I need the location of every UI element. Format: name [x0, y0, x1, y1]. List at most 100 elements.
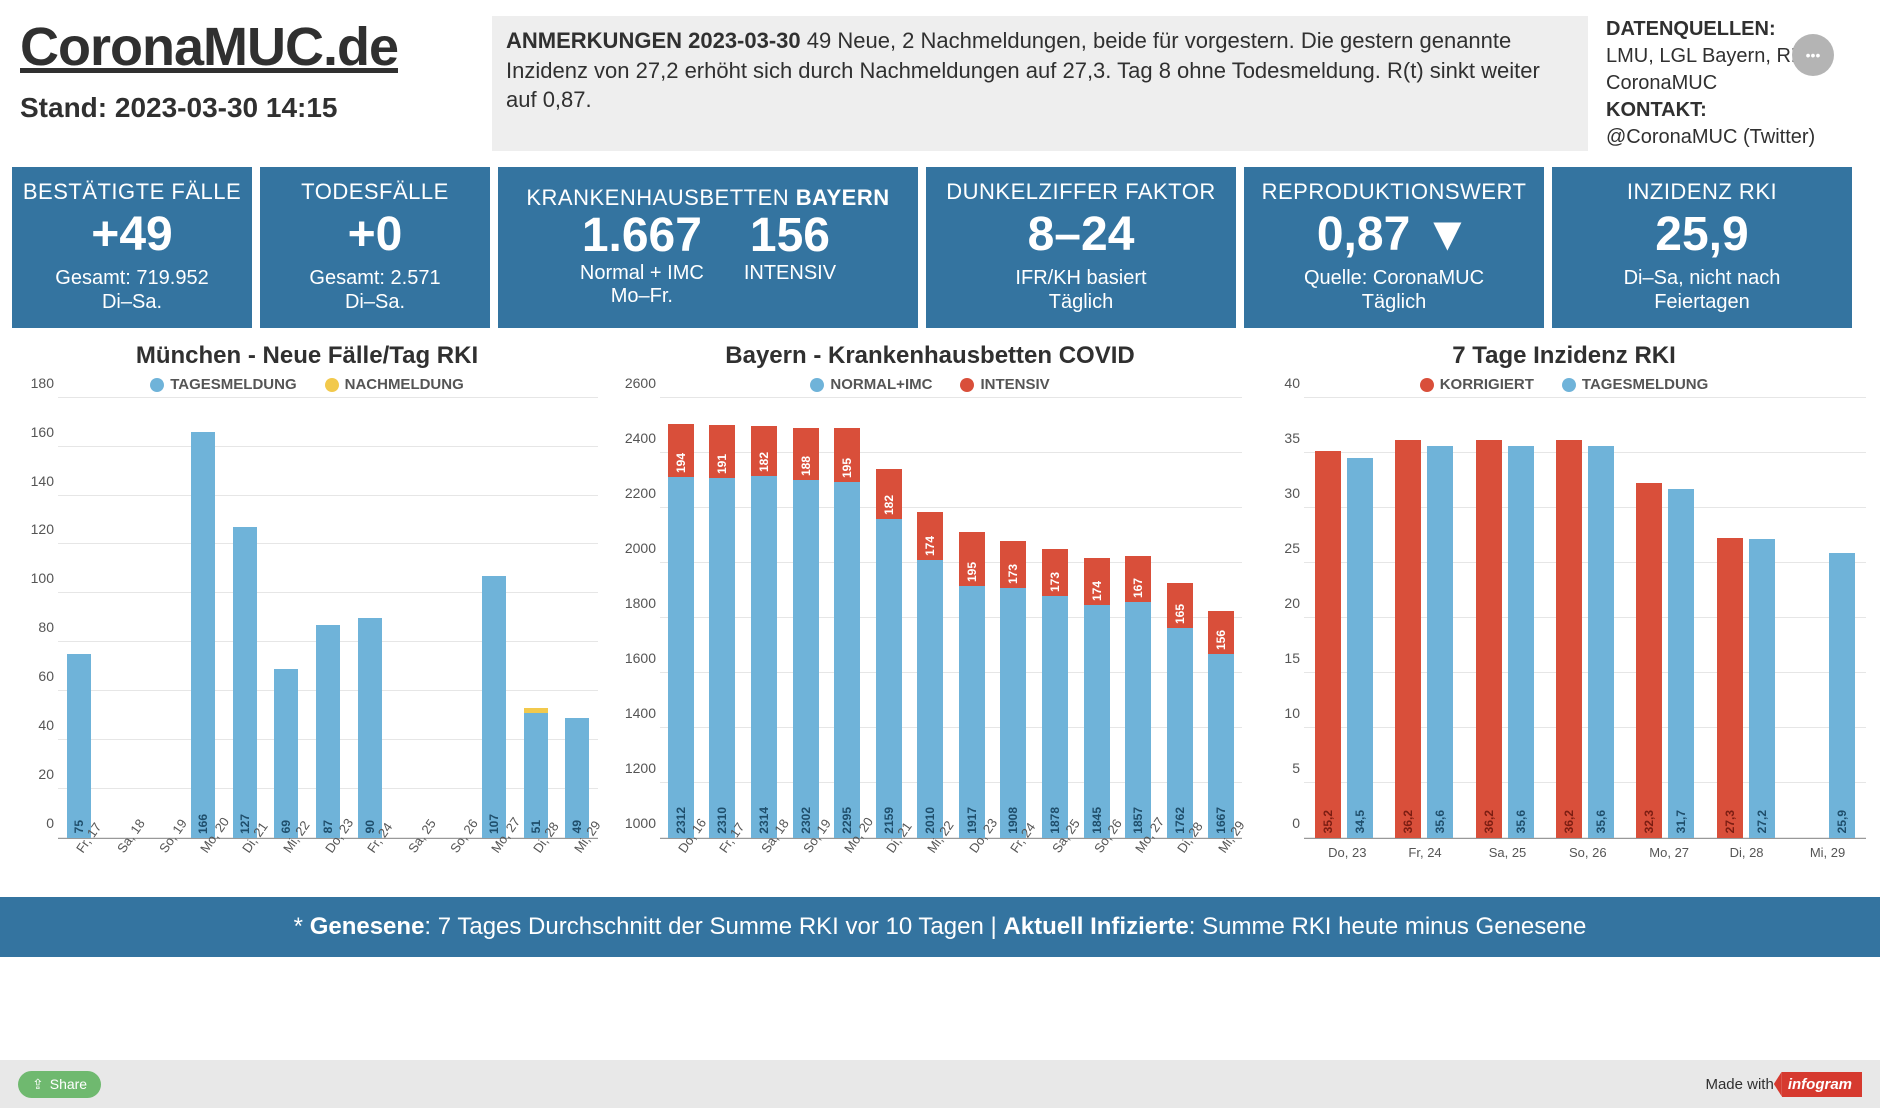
tile-sub: Gesamt: 719.952 [20, 266, 244, 290]
bar-value: 165 [1173, 604, 1187, 624]
y-tick: 120 [31, 521, 54, 537]
tile-value: 0,87 ▼ [1252, 209, 1536, 262]
tile-label: REPRODUKTIONSWERT [1252, 179, 1536, 205]
bar-value: 195 [965, 562, 979, 582]
share-icon: ⇪ [32, 1076, 44, 1093]
bar-value: 36,2 [1401, 810, 1415, 833]
beds-normal-col: 1.667 Normal + IMC Mo–Fr. [580, 211, 704, 307]
plot: 35,234,536,235,636,235,636,235,632,331,7… [1304, 399, 1866, 839]
chart-legend: NORMAL+IMC INTENSIV [614, 376, 1246, 393]
title-block: CoronaMUC.de Stand: 2023-03-30 14:15 [20, 16, 480, 151]
bar-value: 35,6 [1594, 810, 1608, 833]
made-with-label: Made with [1705, 1076, 1773, 1093]
site-title[interactable]: CoronaMUC.de [20, 16, 480, 78]
charts-row: München - Neue Fälle/Tag RKI TAGESMELDUN… [0, 328, 1880, 867]
y-tick: 100 [31, 570, 54, 586]
chart-legend: KORRIGIERT TAGESMELDUNG [1258, 376, 1870, 393]
legend-item: KORRIGIERT [1420, 376, 1534, 393]
options-icon[interactable]: ••• [1792, 34, 1834, 76]
tile-dark: DUNKELZIFFER FAKTOR 8–24 IFR/KH basiert … [926, 167, 1236, 328]
legend-dot-icon [150, 378, 164, 392]
made-with[interactable]: Made with infogram [1705, 1072, 1862, 1097]
y-tick: 10 [1284, 705, 1300, 721]
x-label: Mi, 29 [1810, 845, 1845, 871]
chart-legend: TAGESMELDUNG NACHMELDUNG [12, 376, 602, 393]
tile-value: 156 [750, 211, 830, 261]
x-label: Mo, 27 [1649, 845, 1689, 871]
bar-value: 27,2 [1755, 810, 1769, 833]
chart-area: 1000120014001600180020002200240026002312… [614, 399, 1246, 867]
legend-label: INTENSIV [980, 376, 1049, 393]
tile-confirmed: BESTÄTIGTE FÄLLE +49 Gesamt: 719.952 Di–… [12, 167, 252, 328]
bar-value: 173 [1048, 572, 1062, 592]
chart-incidence: 7 Tage Inzidenz RKI KORRIGIERT TAGESMELDU… [1258, 342, 1870, 867]
y-tick: 30 [1284, 485, 1300, 501]
tile-beds: KRANKENHAUSBETTEN BAYERN 1.667 Normal + … [498, 167, 918, 328]
tile-sub: Täglich [934, 290, 1228, 314]
legend-dot-icon [960, 378, 974, 392]
bar-value: 173 [1006, 564, 1020, 584]
header: CoronaMUC.de Stand: 2023-03-30 14:15 ANM… [0, 0, 1880, 159]
tile-label: INZIDENZ RKI [1560, 179, 1844, 205]
legend-item: TAGESMELDUNG [150, 376, 296, 393]
legend-item: NORMAL+IMC [810, 376, 932, 393]
legend-item: NACHMELDUNG [325, 376, 464, 393]
y-tick: 2200 [625, 485, 656, 501]
bar-value: 188 [799, 456, 813, 476]
bar-value: 167 [1131, 578, 1145, 598]
tile-label: DUNKELZIFFER FAKTOR [934, 179, 1228, 205]
y-tick: 1800 [625, 595, 656, 611]
tile-value: 25,9 [1560, 209, 1844, 262]
beds-intensiv-col: 156 INTENSIV [744, 211, 836, 307]
sources-box: ••• DATENQUELLEN: LMU, LGL Bayern, RKI, … [1600, 16, 1860, 151]
bottom-bar: ⇪ Share Made with infogram [0, 1060, 1880, 1108]
bar-value: 195 [840, 458, 854, 478]
x-label: So, 26 [1569, 845, 1607, 871]
bar-value: 34,5 [1353, 810, 1367, 833]
x-label: Sa, 25 [1489, 845, 1527, 871]
y-tick: 1400 [625, 705, 656, 721]
tile-sub: Mo–Fr. [611, 285, 673, 308]
x-label: Fr, 24 [1408, 845, 1441, 871]
y-tick: 15 [1284, 650, 1300, 666]
tile-sub: Normal + IMC [580, 262, 704, 285]
y-tick: 25 [1284, 540, 1300, 556]
bar-value: 182 [882, 495, 896, 515]
plot: 2312194231019123141822302188229519521591… [660, 399, 1242, 839]
x-label: Di, 28 [1730, 845, 1764, 871]
share-button[interactable]: ⇪ Share [18, 1071, 101, 1098]
chart-title: Bayern - Krankenhausbetten COVID [614, 342, 1246, 370]
tile-sub: INTENSIV [744, 262, 836, 285]
bar-value: 182 [757, 452, 771, 472]
footer-note: * Genesene: 7 Tages Durchschnitt der Sum… [0, 897, 1880, 957]
tile-sub: Di–Sa, nicht nach [1560, 266, 1844, 290]
tile-sub: Täglich [1252, 290, 1536, 314]
chart-new-cases: München - Neue Fälle/Tag RKI TAGESMELDUN… [12, 342, 602, 867]
legend-label: NORMAL+IMC [830, 376, 932, 393]
bar-value: 27,3 [1723, 810, 1737, 833]
legend-item: TAGESMELDUNG [1562, 376, 1708, 393]
tile-repro: REPRODUKTIONSWERT 0,87 ▼ Quelle: CoronaM… [1244, 167, 1544, 328]
remarks-label: ANMERKUNGEN 2023-03-30 [506, 28, 801, 53]
legend-label: TAGESMELDUNG [170, 376, 296, 393]
y-tick: 5 [1292, 760, 1300, 776]
chart-title: 7 Tage Inzidenz RKI [1258, 342, 1870, 370]
y-tick: 40 [1284, 375, 1300, 391]
y-tick: 80 [38, 619, 54, 635]
y-tick: 60 [38, 668, 54, 684]
tile-label: TODESFÄLLE [268, 179, 482, 205]
y-tick: 20 [1284, 595, 1300, 611]
bar-value: 174 [1090, 581, 1104, 601]
y-tick: 180 [31, 375, 54, 391]
tile-label: BESTÄTIGTE FÄLLE [20, 179, 244, 205]
bar-value: 191 [715, 454, 729, 474]
tile-sub: Feiertagen [1560, 290, 1844, 314]
y-tick: 35 [1284, 430, 1300, 446]
tile-value: 1.667 [582, 211, 702, 261]
y-tick: 2600 [625, 375, 656, 391]
tile-sub: Quelle: CoronaMUC [1252, 266, 1536, 290]
plot: 751661276987901075149 [58, 399, 598, 839]
infogram-badge: infogram [1782, 1072, 1862, 1097]
y-tick: 1200 [625, 760, 656, 776]
y-tick: 160 [31, 424, 54, 440]
